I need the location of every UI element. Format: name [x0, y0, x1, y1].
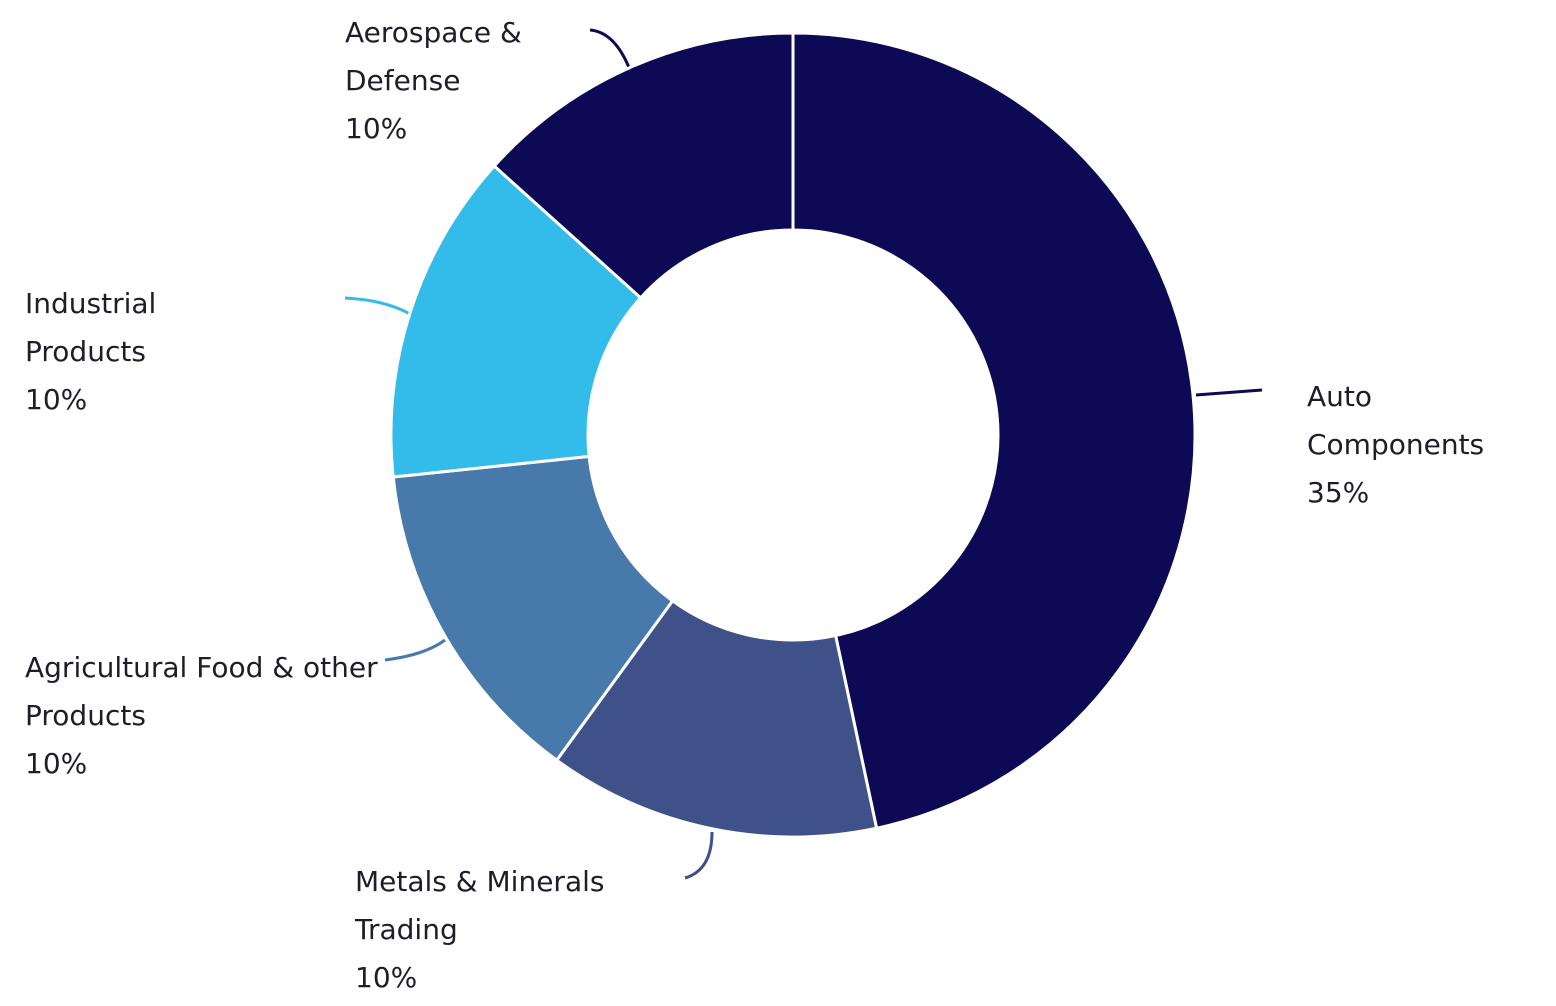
label: Aerospace & Defense 10%	[345, 9, 595, 153]
label-value: 35%	[1307, 476, 1370, 509]
label-value: 10%	[345, 112, 408, 145]
label-name: Metals & Minerals Trading	[355, 865, 605, 946]
donut-segment	[391, 454, 675, 763]
leader-line	[344, 296, 411, 316]
donut-segment	[554, 598, 879, 839]
leader-line	[589, 28, 632, 71]
leader-line	[384, 638, 446, 662]
label: Metals & Minerals Trading 10%	[355, 858, 695, 1002]
donut-segment	[492, 31, 795, 300]
label-value: 10%	[355, 961, 418, 994]
label-name: Industrial Products	[25, 287, 157, 368]
label-value: 10%	[25, 747, 88, 780]
leader-line	[684, 831, 714, 880]
label-name: Auto Components	[1307, 380, 1485, 461]
leader-lines	[344, 28, 1263, 880]
label: Industrial Products 10%	[25, 280, 265, 424]
label-name: Agricultural Food & other Products	[25, 651, 378, 732]
label-value: 10%	[25, 383, 88, 416]
label-name: Aerospace & Defense	[345, 16, 522, 97]
label: Auto Components 35%	[1307, 373, 1527, 517]
label: Agricultural Food & other Products 10%	[25, 644, 385, 788]
donut-segment	[791, 31, 1197, 830]
donut-segment	[389, 163, 643, 479]
leader-line	[1195, 388, 1263, 397]
